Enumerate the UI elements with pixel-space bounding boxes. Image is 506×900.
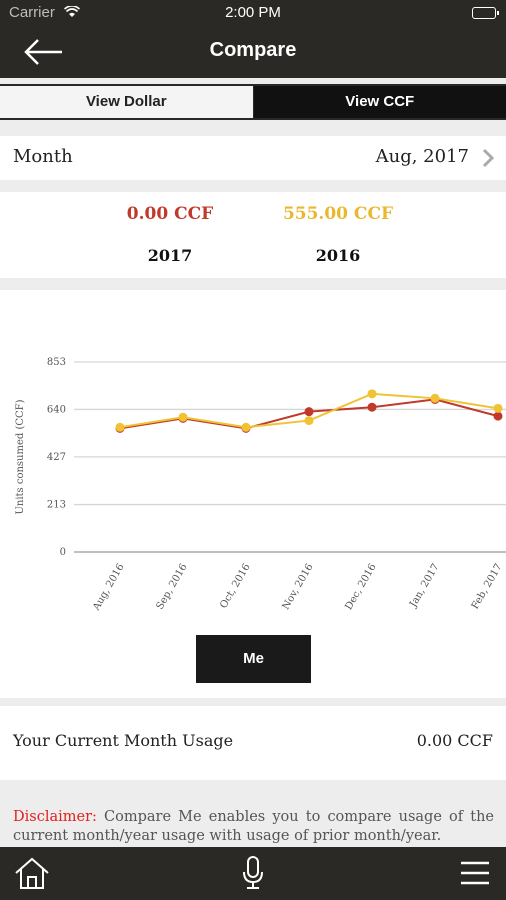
nav-bar: Compare: [0, 26, 506, 78]
current-usage-label: Your Current Month Usage: [13, 731, 234, 750]
data-point: [304, 416, 314, 426]
month-selector[interactable]: Month Aug, 2017: [0, 136, 506, 180]
data-point: [493, 411, 503, 421]
disclaimer: Disclaimer: Compare Me enables you to co…: [13, 808, 494, 846]
data-point: [430, 393, 440, 403]
data-point: [178, 412, 188, 422]
x-tick-label: Dec, 2016: [343, 562, 378, 612]
totals-panel: 0.00 CCF 555.00 CCF 2017 2016: [0, 192, 506, 278]
y-tick-label: 853: [47, 357, 66, 368]
status-bar: Carrier 2:00 PM: [0, 0, 506, 26]
current-year-label: 2017: [147, 246, 193, 265]
x-tick-label: Nov, 2016: [281, 562, 316, 612]
x-tick-label: Aug, 2016: [91, 562, 127, 613]
chevron-right-icon: [482, 148, 495, 168]
current-total-value: 0.00 CCF: [126, 204, 214, 224]
month-label: Month: [13, 146, 73, 167]
usage-line-chart: 0 213 427 640 853 Units consumed (CCF) Aug, 20…: [15, 357, 506, 613]
y-tick-label: 427: [47, 452, 66, 463]
data-point: [493, 403, 503, 413]
x-tick-label: Sep, 2016: [155, 562, 190, 612]
microphone-icon[interactable]: [233, 855, 273, 891]
wifi-icon: [64, 6, 80, 17]
me-button[interactable]: Me: [196, 635, 311, 683]
month-value: Aug, 2017: [375, 146, 469, 167]
data-point: [304, 407, 314, 417]
y-tick-label: 213: [47, 500, 66, 511]
current-usage-row: Your Current Month Usage 0.00 CCF: [0, 706, 506, 780]
disclaimer-label: Disclaimer:: [13, 809, 97, 825]
data-point: [241, 422, 251, 432]
data-point: [367, 389, 377, 399]
previous-year-label: 2016: [315, 246, 361, 265]
y-tick-label: 0: [60, 547, 66, 558]
page-title: Compare: [209, 39, 297, 61]
y-axis-label: Units consumed (CCF): [15, 399, 26, 514]
disclaimer-text: Compare Me enables you to compare usage …: [13, 809, 494, 844]
bottom-tab-bar: [0, 847, 506, 900]
data-point: [115, 422, 125, 432]
x-tick-label: Feb, 2017: [470, 562, 505, 611]
view-dollar-tab[interactable]: View Dollar: [0, 86, 254, 118]
view-toggle: View Dollar View CCF: [0, 84, 506, 120]
clock: 2:00 PM: [225, 4, 281, 21]
battery-icon: [472, 7, 499, 19]
view-ccf-tab[interactable]: View CCF: [253, 86, 506, 118]
y-tick-label: 640: [47, 404, 66, 415]
previous-total-value: 555.00 CCF: [282, 204, 394, 224]
back-arrow-icon[interactable]: [22, 36, 66, 68]
x-tick-label: Oct, 2016: [218, 562, 252, 610]
menu-icon[interactable]: [455, 855, 495, 891]
data-point: [367, 402, 377, 412]
home-icon[interactable]: [12, 855, 52, 891]
x-tick-label: Jan, 2017: [407, 562, 441, 610]
current-usage-value: 0.00 CCF: [416, 731, 493, 750]
carrier-label: Carrier: [9, 4, 55, 21]
chart-panel: 0 213 427 640 853 Units consumed (CCF) Aug, 20…: [0, 290, 506, 698]
